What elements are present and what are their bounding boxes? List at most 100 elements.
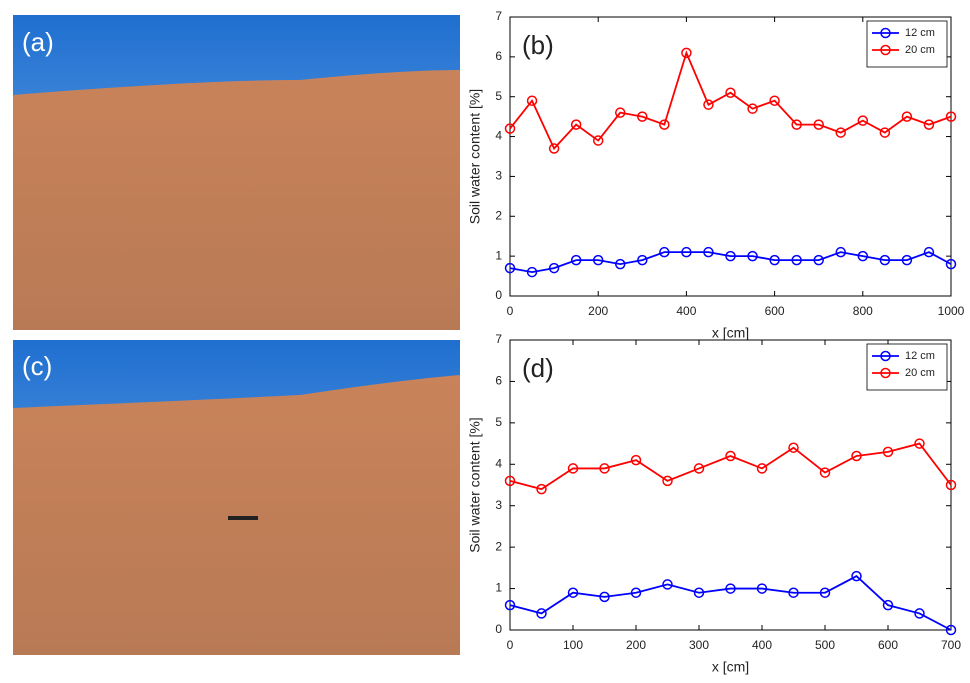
data-point: [637, 111, 648, 122]
data-point: [923, 246, 935, 258]
data-point: [599, 463, 610, 474]
data-point: [857, 250, 869, 262]
legend-label: 20 cm: [905, 367, 935, 379]
y-tick-label: 0: [495, 288, 502, 302]
photo-label: (a): [22, 27, 54, 57]
legend-swatch: [880, 44, 891, 56]
data-point: [914, 608, 925, 619]
y-tick-label: 3: [495, 498, 502, 512]
y-tick-label: 2: [495, 208, 502, 222]
data-point: [882, 446, 894, 458]
data-point: [857, 115, 869, 126]
photo-a: (a): [13, 15, 460, 330]
data-point: [504, 475, 516, 487]
data-point: [526, 266, 538, 278]
legend-label: 12 cm: [905, 350, 935, 362]
data-point: [901, 111, 913, 122]
data-point: [526, 95, 538, 106]
data-point: [879, 127, 891, 138]
data-point: [813, 254, 824, 266]
series-line: [509, 251, 952, 274]
data-point: [615, 107, 626, 118]
data-point: [662, 475, 673, 487]
y-tick-label: 2: [495, 539, 502, 553]
data-point: [637, 254, 648, 266]
data-point: [945, 111, 957, 122]
data-point: [681, 246, 692, 258]
data-point: [630, 587, 642, 598]
y-axis-label: Soil water content [%]: [467, 89, 483, 224]
x-tick-label: 100: [563, 638, 583, 652]
data-point: [756, 463, 768, 474]
y-tick-label: 5: [495, 89, 502, 103]
data-point: [819, 587, 831, 598]
data-point: [788, 442, 799, 453]
data-point: [659, 246, 670, 258]
x-tick-label: 400: [752, 638, 772, 652]
legend-label: 20 cm: [905, 44, 935, 56]
data-point: [813, 119, 824, 130]
data-point: [945, 258, 957, 270]
panel-label: (d): [522, 353, 554, 383]
data-point: [901, 254, 913, 266]
data-point: [693, 463, 705, 474]
x-tick-label: 200: [626, 638, 646, 652]
data-point: [923, 119, 935, 130]
data-point: [548, 143, 560, 154]
panel-label: (b): [522, 30, 554, 60]
data-point: [548, 262, 560, 274]
data-point: [725, 87, 736, 98]
data-point: [504, 262, 516, 274]
data-point: [879, 254, 891, 266]
data-point: [788, 587, 799, 598]
data-point: [592, 254, 604, 266]
y-tick-label: 3: [495, 169, 502, 183]
data-point: [703, 246, 714, 258]
legend-label: 12 cm: [905, 27, 935, 39]
data-point: [693, 587, 705, 598]
data-point: [570, 254, 582, 266]
data-point: [851, 450, 862, 462]
data-point: [791, 254, 802, 266]
y-tick-label: 6: [495, 49, 502, 63]
data-point: [769, 95, 780, 106]
data-point: [945, 624, 957, 636]
x-tick-label: 700: [941, 638, 961, 652]
series-line: [509, 50, 952, 151]
x-tick-label: 1000: [938, 304, 965, 318]
y-tick-label: 4: [495, 129, 502, 143]
y-tick-label: 1: [495, 248, 502, 262]
x-axis-label: x [cm]: [712, 659, 749, 675]
data-point: [659, 119, 670, 130]
data-point: [725, 450, 736, 462]
data-point: [819, 467, 831, 478]
y-tick-label: 1: [495, 581, 502, 595]
y-tick-label: 5: [495, 415, 502, 429]
legend-swatch: [880, 350, 891, 362]
data-point: [725, 250, 736, 262]
series-line: [509, 575, 952, 631]
data-point: [599, 591, 610, 603]
data-point: [791, 119, 802, 130]
y-tick-label: 0: [495, 622, 502, 636]
data-point: [630, 454, 642, 466]
y-tick-label: 4: [495, 456, 502, 470]
data-point: [945, 479, 957, 491]
photo-c: (c): [13, 340, 460, 655]
data-point: [769, 254, 780, 266]
data-point: [570, 119, 582, 130]
legend: [866, 20, 948, 68]
legend-swatch: [880, 367, 891, 379]
y-tick-label: 7: [495, 332, 502, 346]
data-point: [681, 47, 692, 59]
x-tick-label: 500: [815, 638, 835, 652]
y-tick-label: 7: [495, 9, 502, 23]
data-point: [914, 438, 925, 449]
y-tick-label: 6: [495, 374, 502, 388]
photo-label: (c): [22, 351, 52, 381]
x-tick-label: 600: [878, 638, 898, 652]
data-point: [504, 123, 516, 134]
data-point: [747, 103, 758, 114]
legend-swatch: [880, 27, 891, 39]
